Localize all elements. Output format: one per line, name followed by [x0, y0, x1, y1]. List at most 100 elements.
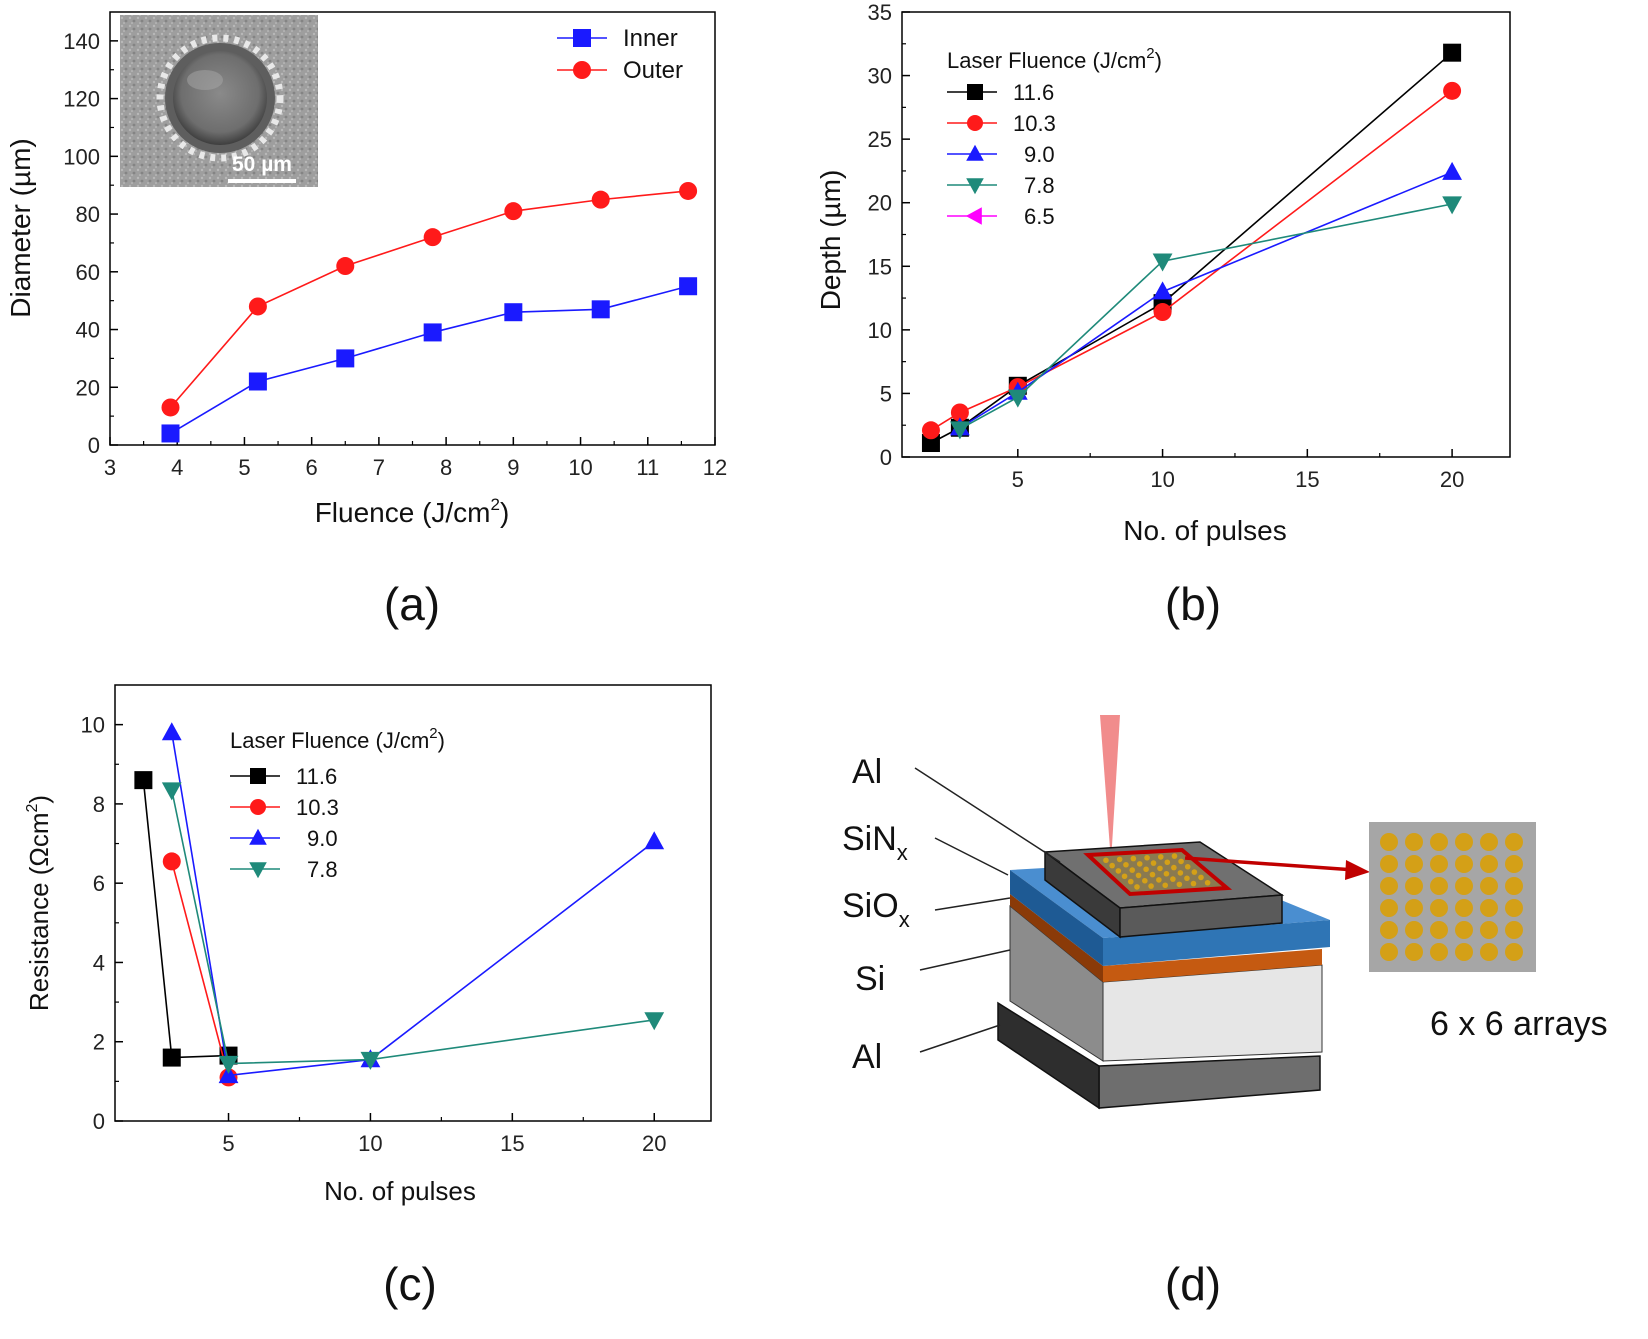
legend-marker — [249, 862, 267, 879]
leader-line-si — [919, 949, 1011, 971]
array-dot — [1505, 833, 1523, 851]
zoom-arrow — [1184, 856, 1356, 872]
label-arrays: 6 x 6 arrays — [1430, 1005, 1608, 1043]
legend-label: 9.0 — [296, 826, 338, 851]
data-point — [336, 257, 355, 276]
array-dot — [1430, 943, 1448, 961]
leader-line-al-bottom — [919, 1024, 1001, 1053]
array-dot — [1505, 855, 1523, 873]
siox-layer — [1010, 894, 1322, 982]
y-tick-label: 100 — [63, 144, 100, 169]
data-point — [336, 349, 355, 368]
data-point — [161, 398, 180, 417]
pad-dot — [1171, 853, 1178, 859]
y-tick-label: 8 — [93, 792, 105, 817]
series-10.3 — [921, 81, 1462, 440]
panel-c-chart: 5 10 15 20 0 2 4 6 8 10 Laser Fluence (J/cm2) 11.… — [24, 684, 712, 1310]
array-dot — [1380, 877, 1398, 895]
legend: Inner Outer — [557, 25, 683, 84]
leader-line-siox — [934, 897, 1011, 911]
pad-dot — [1163, 870, 1170, 877]
legend-label: 7.8 — [296, 857, 338, 882]
label-si: Si — [855, 960, 885, 998]
leader-line-sinx — [934, 837, 1009, 876]
legend-label: 9.0 — [1013, 142, 1055, 167]
pad-dot — [1184, 875, 1190, 882]
zoom-dot-array — [1380, 833, 1523, 961]
y-tick-label: 35 — [868, 0, 892, 25]
y-tick-label: 20 — [76, 375, 100, 400]
plot-frame — [901, 11, 1511, 458]
series-line — [170, 861, 230, 1078]
data-point — [504, 202, 523, 221]
y-tick-label: 80 — [76, 202, 100, 227]
data-point — [644, 1012, 665, 1031]
legend-marker — [250, 799, 266, 815]
data-point — [1443, 43, 1462, 62]
series-Outer — [161, 181, 698, 417]
array-dot — [1505, 921, 1523, 939]
series-line — [170, 285, 689, 435]
pad-dot-array — [1103, 853, 1211, 890]
y-tick-label: 120 — [63, 87, 100, 112]
y-tick-label: 20 — [868, 191, 892, 216]
data-point — [1007, 389, 1028, 408]
legend: Laser Fluence (J/cm2) 11.6 10.3 9.0 7.8 6… — [947, 45, 1162, 229]
array-dot — [1405, 877, 1423, 895]
data-point — [134, 771, 153, 790]
plot-frame — [114, 684, 712, 1122]
x-tick-label: 11 — [636, 455, 659, 480]
data-point — [591, 300, 610, 319]
data-point — [423, 228, 442, 247]
x-tick-label: 10 — [1150, 467, 1174, 492]
pad-dot — [1136, 861, 1143, 867]
x-axis-label: Fluence (J/cm2) — [315, 495, 510, 528]
y-tick-label: 40 — [76, 318, 100, 343]
pad-dot — [1116, 856, 1123, 863]
legend: Laser Fluence (J/cm2) 11.6 10.3 9.0 7.8 — [230, 725, 445, 882]
legend-title: Laser Fluence (J/cm2) — [230, 725, 445, 753]
array-dot — [1505, 899, 1523, 917]
array-dot — [1380, 855, 1398, 873]
y-axis-label: Resistance (Ωcm2) — [24, 795, 54, 1011]
array-dot — [1405, 943, 1423, 961]
legend-marker-outer — [573, 61, 591, 79]
legend-marker — [250, 768, 266, 784]
panel-b-chart: 5 10 15 20 0 5 10 15 20 25 30 35 Laser Fluence (J/c… — [815, 0, 1511, 630]
pad-dot — [1121, 873, 1128, 880]
label-al-bottom: Al — [852, 1038, 882, 1076]
legend-marker — [967, 84, 983, 100]
data-point — [1153, 303, 1172, 322]
array-dot — [1405, 855, 1423, 873]
array-dot — [1480, 921, 1498, 939]
pad-dot — [1123, 861, 1129, 868]
series-line — [170, 732, 655, 1077]
x-tick-label: 5 — [238, 455, 250, 480]
series-line — [169, 190, 689, 408]
array-dot — [1405, 921, 1423, 939]
x-tick-label: 10 — [568, 455, 592, 480]
legend-marker — [966, 178, 984, 195]
leader-line-al-top — [914, 767, 1061, 863]
series-line — [170, 789, 655, 1065]
y-tick-label: 10 — [868, 318, 892, 343]
x-axis-label: No. of pulses — [1123, 515, 1286, 546]
data-point — [1152, 253, 1173, 272]
data-point — [423, 323, 442, 342]
pad-dot — [1134, 884, 1140, 890]
y-tick-label: 4 — [93, 950, 105, 975]
y-tick-label: 15 — [868, 254, 892, 279]
pad-dot — [1129, 867, 1136, 873]
legend-label: 6.5 — [1013, 204, 1055, 229]
array-dot — [1455, 899, 1473, 917]
array-dot — [1455, 833, 1473, 851]
array-dot — [1405, 899, 1423, 917]
pad-dot — [1109, 862, 1115, 869]
pad-dot — [1177, 870, 1184, 876]
sem-inset-image: 50 µm — [120, 15, 318, 187]
legend-label: 11.6 — [296, 764, 337, 789]
data-point — [504, 303, 523, 322]
x-tick-label: 8 — [440, 455, 452, 480]
array-dot — [1380, 943, 1398, 961]
pad-dot — [1144, 854, 1150, 861]
